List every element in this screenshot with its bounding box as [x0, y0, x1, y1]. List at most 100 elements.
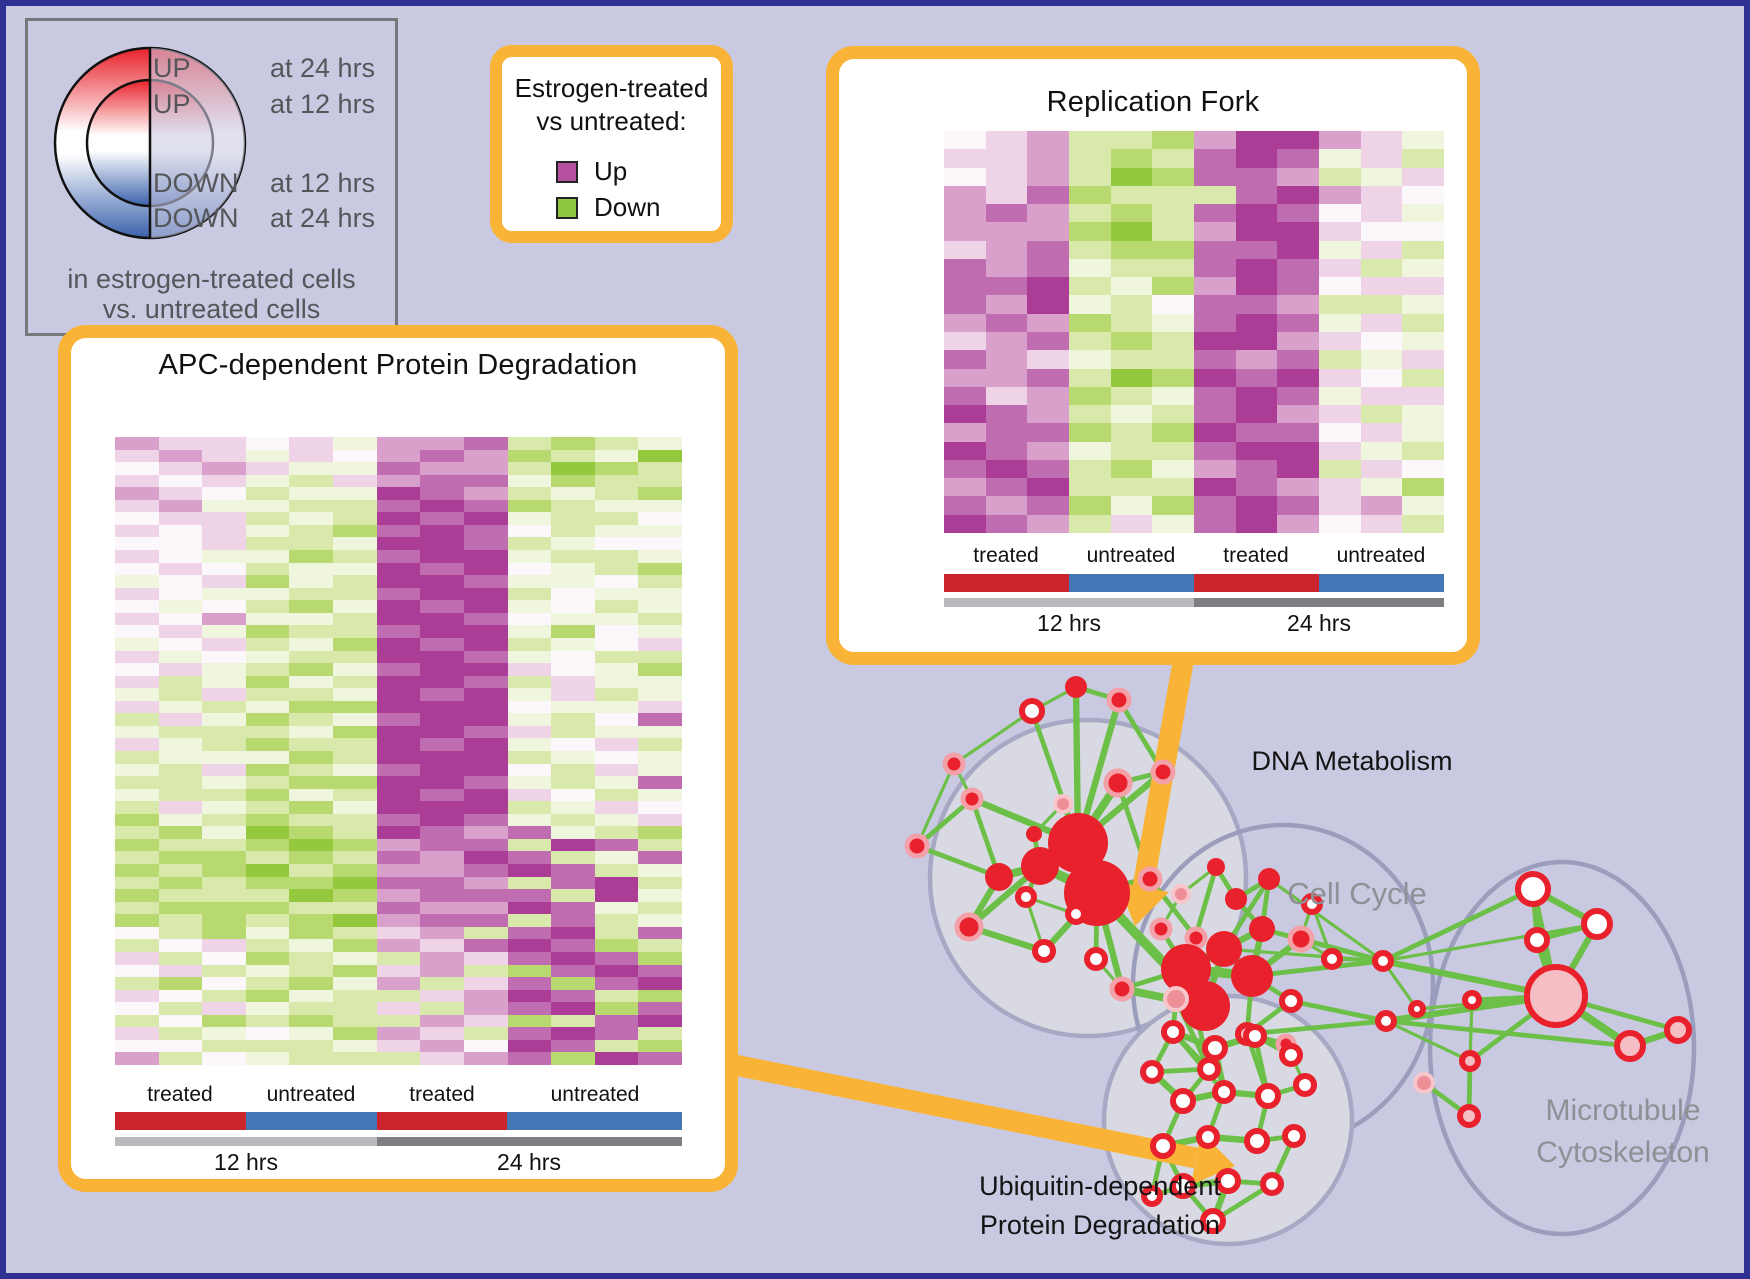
- heatmap-cell: [158, 838, 203, 852]
- heatmap-cell: [245, 876, 290, 890]
- heatmap-cell: [1360, 386, 1403, 406]
- heatmap-cell: [420, 462, 464, 475]
- heatmap-cell: [985, 386, 1028, 406]
- heatmap-cell: [1152, 459, 1194, 479]
- heatmap-cell: [1277, 350, 1319, 369]
- heatmap-cell: [463, 763, 508, 777]
- heatmap-cell: [1319, 514, 1361, 533]
- heatmap-cell: [115, 675, 159, 689]
- heatmap-cell: [420, 587, 464, 601]
- heatmap-cell: [463, 926, 508, 940]
- heatmap-cell: [376, 951, 421, 965]
- heatmap-cell: [638, 964, 682, 978]
- heatmap-cell: [158, 738, 203, 751]
- heatmap-cell: [594, 1002, 639, 1015]
- heatmap-cell: [551, 612, 595, 626]
- heatmap-cell: [1194, 478, 1236, 497]
- heatmap-cell: [463, 951, 508, 965]
- heatmap-cell: [463, 437, 508, 450]
- heatmap-cell: [376, 738, 421, 751]
- heatmap-cell: [245, 587, 290, 601]
- heatmap-cell: [985, 368, 1028, 387]
- heatmap-cell: [333, 889, 377, 902]
- heatmap-cell: [638, 650, 682, 664]
- heatmap-cell: [245, 826, 290, 839]
- heatmap-cell: [1069, 459, 1111, 479]
- heatmap-cell: [1277, 478, 1319, 497]
- heatmap-cell: [594, 813, 639, 827]
- heatmap-cell: [245, 512, 290, 525]
- heatmap-cell: [333, 813, 377, 827]
- heatmap-cell: [1027, 258, 1069, 278]
- heatmap-cell: [420, 977, 464, 990]
- heatmap-cell: [158, 663, 203, 676]
- heatmap-cell: [1319, 258, 1361, 278]
- heatmap-cell: [158, 650, 203, 664]
- heatmap-cell: [1402, 258, 1444, 278]
- heatmap-cell: [985, 332, 1028, 351]
- heatmap-cell: [1277, 514, 1319, 533]
- heatmap-cell: [115, 851, 159, 865]
- heatmap-cell: [1319, 204, 1361, 223]
- heatmap-cell: [1027, 441, 1069, 460]
- gene-node-w: [1202, 1035, 1228, 1061]
- heatmap-cell: [638, 625, 682, 638]
- heatmap-cell: [202, 437, 246, 450]
- gene-node-w: [1408, 1000, 1426, 1018]
- network-edge: [915, 762, 956, 848]
- heatmap-cell: [115, 437, 159, 450]
- heatmap-cell: [551, 864, 595, 877]
- heatmap-cell: [376, 838, 421, 852]
- heatmap-cell: [507, 1014, 552, 1028]
- heatmap-cell: [985, 514, 1028, 533]
- heatmap-cell: [115, 725, 159, 739]
- heatmap-cell: [245, 738, 290, 751]
- gene-node-w: [1065, 903, 1087, 925]
- heatmap-cell: [420, 650, 464, 664]
- gene-node-p: [1524, 964, 1588, 1028]
- gene-node-s: [1065, 676, 1087, 698]
- heatmap-cell: [289, 914, 334, 927]
- heatmap-cell: [333, 713, 377, 726]
- heatmap-cell: [115, 474, 159, 488]
- heatmap-cell: [507, 876, 552, 890]
- heatmap-cell: [289, 725, 334, 739]
- heatmap-cell: [376, 449, 421, 463]
- rf-treatment-bars: [944, 574, 1444, 592]
- heatmap-cell: [1319, 277, 1361, 296]
- heatmap-cell: [289, 1052, 334, 1065]
- heatmap-cell: [1069, 277, 1111, 296]
- heatmap-cell: [245, 1052, 290, 1065]
- heatmap-cell: [1194, 222, 1236, 241]
- heatmap-cell: [333, 575, 377, 588]
- heatmap-cell: [594, 889, 639, 902]
- heatmap-cell: [1235, 332, 1278, 351]
- heatmap-cell: [202, 1014, 246, 1028]
- heatmap-cell: [1027, 277, 1069, 296]
- heatmap-cell: [551, 989, 595, 1003]
- heatmap-cell: [1069, 386, 1111, 406]
- heatmap-cell: [594, 663, 639, 676]
- heatmap-cell: [551, 713, 595, 726]
- heatmap-cell: [463, 512, 508, 525]
- heatmap-cell: [985, 131, 1028, 150]
- heatmap-cell: [202, 713, 246, 726]
- heatmap-cell: [420, 1014, 464, 1028]
- estrogen-legend-panel: [490, 45, 733, 243]
- heatmap-cell: [1194, 405, 1236, 424]
- heatmap-cell: [158, 1039, 203, 1053]
- heatmap-cell: [594, 725, 639, 739]
- heatmap-cell: [202, 1039, 246, 1053]
- heatmap-cell: [245, 838, 290, 852]
- heatmap-cell: [594, 612, 639, 626]
- heatmap-cell: [594, 575, 639, 588]
- heatmap-cell: [245, 600, 290, 613]
- heatmap-cell: [638, 499, 682, 513]
- heatmap-cell: [158, 813, 203, 827]
- heatmap-cell: [507, 1002, 552, 1015]
- heatmap-cell: [1069, 258, 1111, 278]
- heatmap-cell: [594, 474, 639, 488]
- heatmap-cell: [463, 864, 508, 877]
- heatmap-cell: [507, 838, 552, 852]
- gene-node-p: [1664, 1016, 1692, 1044]
